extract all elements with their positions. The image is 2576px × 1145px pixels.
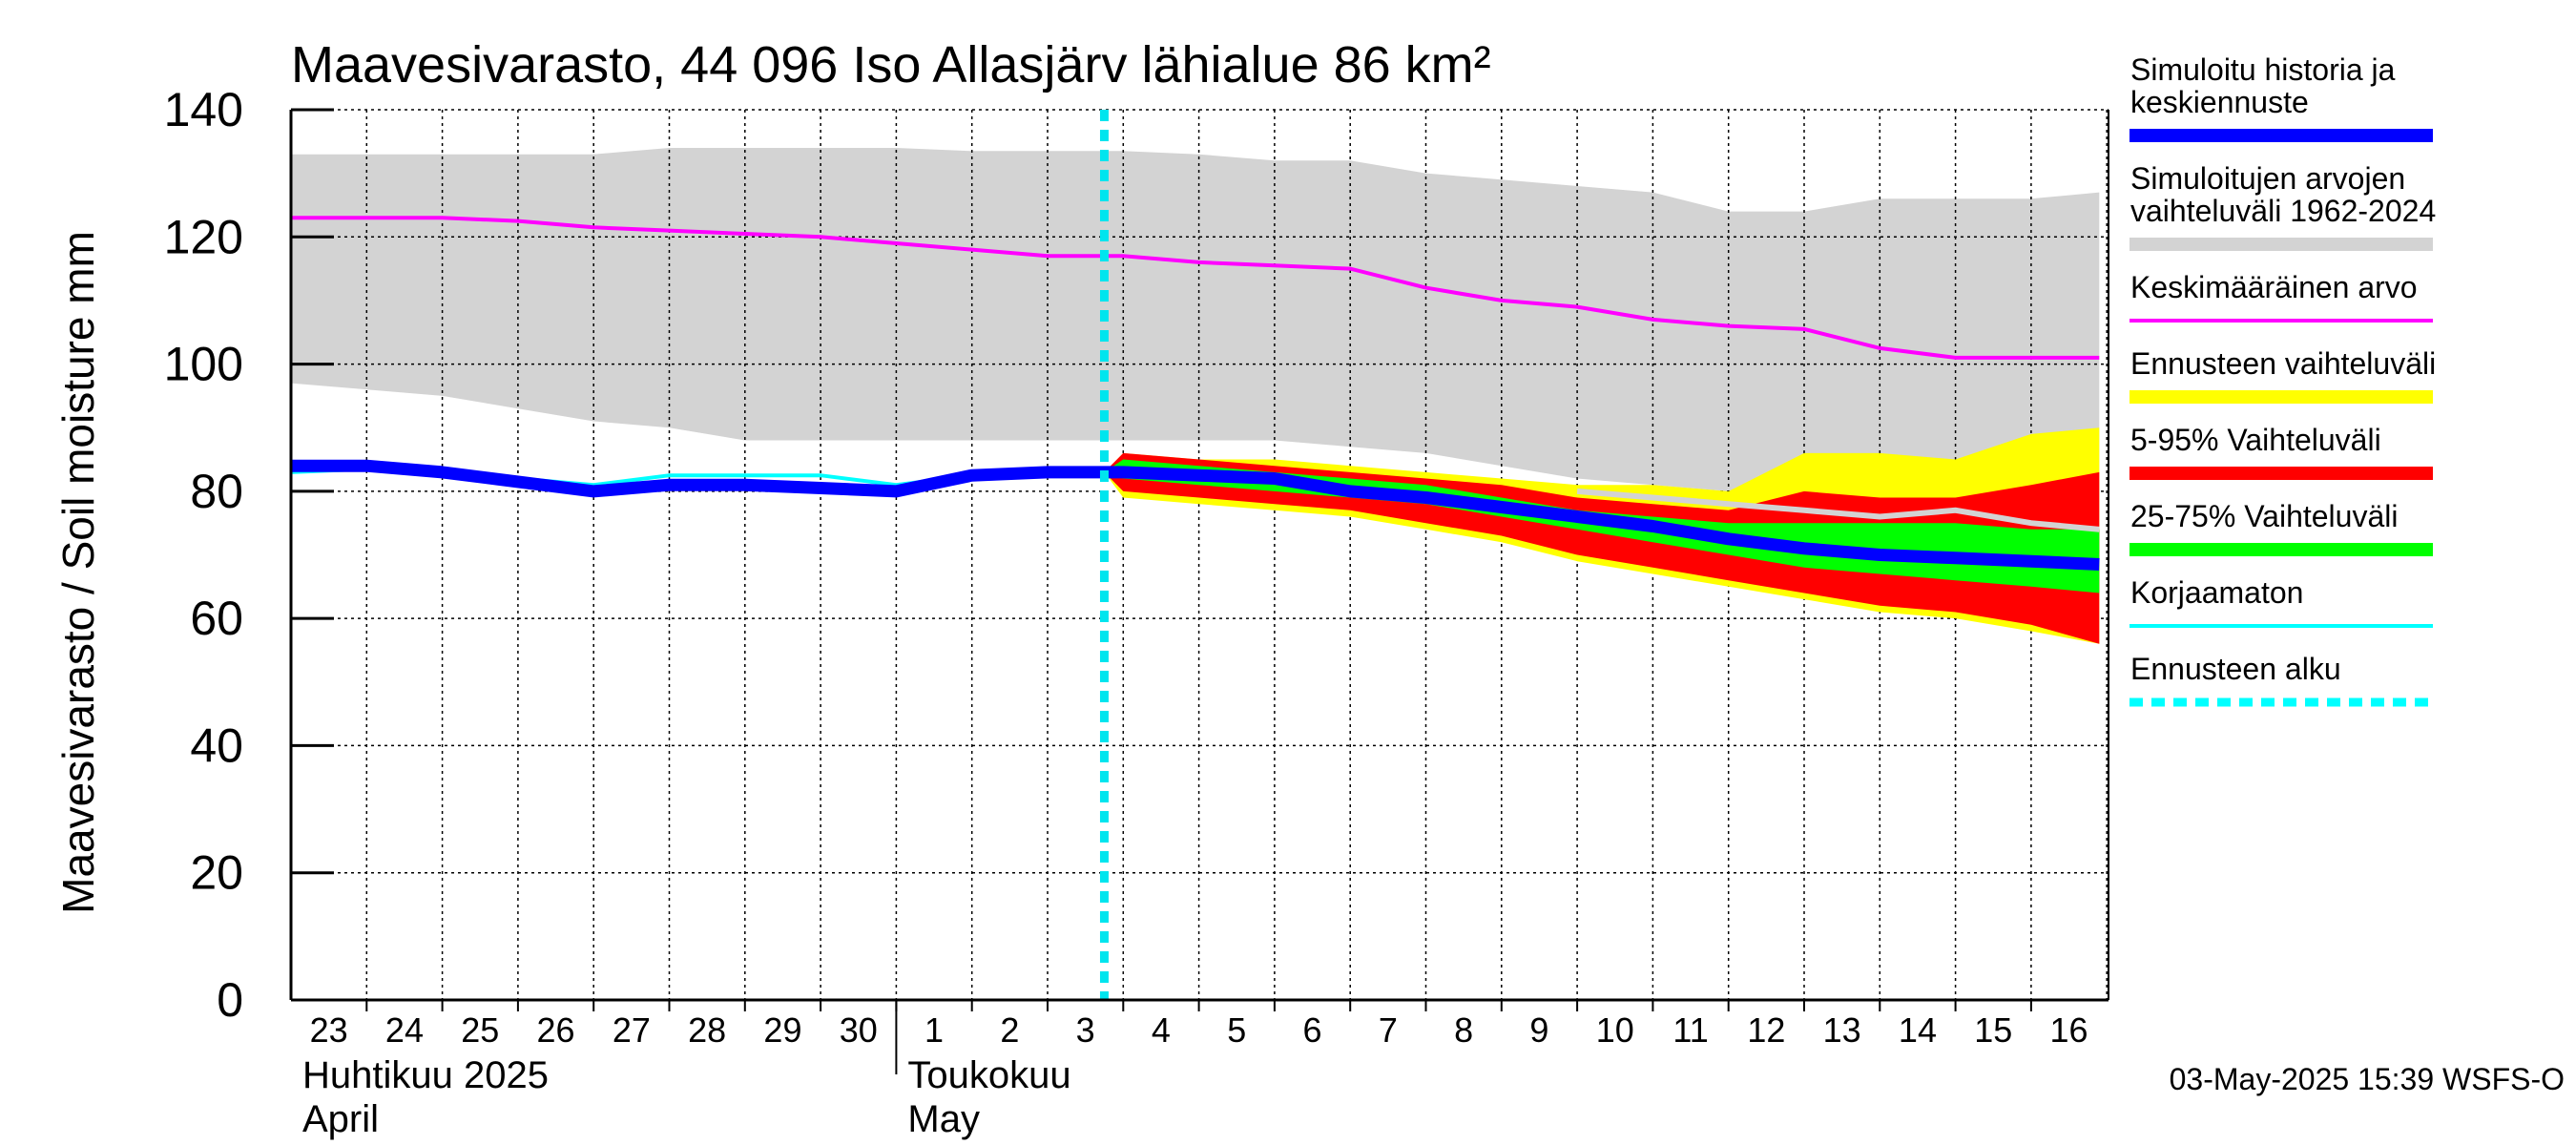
y-tick-label: 120 xyxy=(164,210,243,263)
month-label-fi: Toukokuu xyxy=(907,1054,1070,1096)
chart-title: Maavesivarasto, 44 096 Iso Allasjärv läh… xyxy=(291,36,1491,94)
history-lower-line xyxy=(1576,488,2100,532)
footer-timestamp: 03-May-2025 15:39 WSFS-O xyxy=(2170,1062,2565,1096)
x-tick-label: 25 xyxy=(461,1010,499,1050)
x-tick-label: 29 xyxy=(763,1010,801,1050)
mean-line xyxy=(291,216,2100,360)
p5-95-band xyxy=(1104,452,2100,644)
plot-area xyxy=(290,109,2109,1000)
x-tick-label: 10 xyxy=(1596,1010,1634,1050)
y-tick-label: 20 xyxy=(190,846,243,900)
legend-label: keskiennuste xyxy=(2130,85,2309,119)
y-tick-label: 100 xyxy=(164,338,243,391)
y-axis-label: Maavesivarasto / Soil moisture mm xyxy=(53,231,103,914)
legend-label: 25-75% Vaihteluväli xyxy=(2130,499,2398,533)
legend-label: Ennusteen alku xyxy=(2130,652,2341,686)
x-tick-label: 14 xyxy=(1899,1010,1937,1050)
legend-label: Simuloitujen arvojen xyxy=(2130,161,2405,196)
x-tick-label: 26 xyxy=(537,1010,575,1050)
x-tick-label: 3 xyxy=(1076,1010,1095,1050)
y-tick-label: 140 xyxy=(164,83,243,136)
x-tick-label: 23 xyxy=(310,1010,348,1050)
x-tick-label: 9 xyxy=(1529,1010,1548,1050)
legend-label: 5-95% Vaihteluväli xyxy=(2130,423,2381,457)
x-tick-label: 27 xyxy=(613,1010,651,1050)
x-tick-label: 7 xyxy=(1379,1010,1398,1050)
y-tick-label: 40 xyxy=(190,718,243,772)
x-tick-label: 15 xyxy=(1974,1010,2012,1050)
simulated-line xyxy=(291,459,2100,571)
y-tick-label: 0 xyxy=(217,973,243,1027)
x-tick-label: 30 xyxy=(840,1010,878,1050)
month-label-en: May xyxy=(907,1098,980,1140)
x-tick-label: 1 xyxy=(924,1010,944,1050)
history-range-band xyxy=(291,148,2100,491)
legend-label: Simuloitu historia ja xyxy=(2130,52,2396,87)
legend-label: vaihteluväli 1962-2024 xyxy=(2130,194,2436,228)
x-tick-label: 4 xyxy=(1152,1010,1171,1050)
x-tick-label: 13 xyxy=(1823,1010,1861,1050)
x-tick-label: 2 xyxy=(1000,1010,1019,1050)
legend-label: Ennusteen vaihteluväli xyxy=(2130,346,2436,381)
month-label-en: April xyxy=(302,1098,379,1140)
y-tick-label: 80 xyxy=(190,465,243,518)
legend-label: Keskimääräinen arvo xyxy=(2130,270,2418,304)
x-tick-label: 12 xyxy=(1747,1010,1785,1050)
x-tick-label: 5 xyxy=(1227,1010,1246,1050)
month-label-fi: Huhtikuu 2025 xyxy=(302,1054,549,1096)
x-tick-label: 8 xyxy=(1454,1010,1473,1050)
x-tick-label: 24 xyxy=(385,1010,424,1050)
x-tick-label: 16 xyxy=(2050,1010,2088,1050)
x-tick-label: 11 xyxy=(1672,1010,1708,1050)
x-tick-label: 6 xyxy=(1303,1010,1322,1050)
x-tick-label: 28 xyxy=(688,1010,726,1050)
legend-label: Korjaamaton xyxy=(2130,575,2303,610)
y-tick-label: 60 xyxy=(190,592,243,645)
